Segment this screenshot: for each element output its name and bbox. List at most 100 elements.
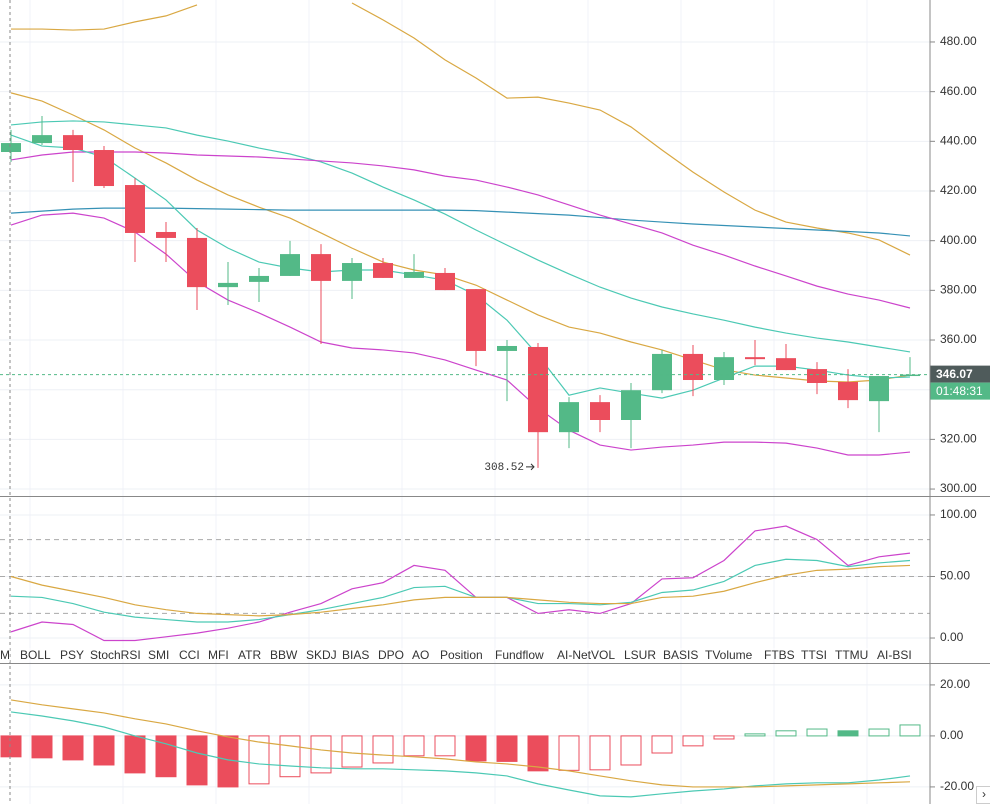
indicator-tab[interactable]: ATR: [238, 648, 262, 662]
indicator-tab[interactable]: FTBS: [764, 648, 795, 662]
indicator-tab[interactable]: LSUR: [624, 648, 657, 662]
candle-body: [559, 402, 579, 433]
candle-body: [311, 254, 331, 281]
histogram-bar: [434, 735, 456, 757]
histogram-bar: [465, 735, 487, 762]
histogram-bar: [0, 735, 22, 758]
line: [351, 2, 911, 256]
histogram-bar: [186, 735, 208, 786]
indicator-tab[interactable]: MFI: [208, 648, 229, 662]
candle-body: [342, 263, 362, 281]
candle-body: [404, 271, 424, 278]
indicator-tab[interactable]: SMI: [148, 648, 170, 662]
histogram-bar: [868, 728, 890, 737]
histogram-bar: [837, 730, 859, 737]
candle-body: [497, 345, 517, 351]
y-tick-label: 440.00: [940, 133, 977, 147]
line: [10, 151, 911, 309]
low-arrow: [526, 463, 535, 471]
line: [10, 207, 911, 237]
candle-body: [528, 346, 548, 433]
candle-body: [652, 353, 672, 391]
countdown: 01:48:31: [936, 384, 983, 398]
candle-body: [218, 282, 238, 288]
last-price-label: 346.07: [936, 367, 973, 381]
candle-body: [590, 402, 610, 420]
y-tick-label: 300.00: [940, 481, 977, 495]
histogram-bar: [62, 735, 84, 761]
indicator-tab[interactable]: StochRSI: [90, 648, 141, 662]
line: [10, 711, 911, 798]
histogram-bar: [372, 735, 394, 764]
candle-body: [869, 376, 889, 402]
line: [10, 558, 911, 623]
indicator-tab[interactable]: DPO: [378, 648, 405, 662]
histogram-bar: [713, 735, 735, 740]
line: [10, 120, 911, 353]
histogram-bar: [279, 735, 301, 778]
indicator-tab[interactable]: AO: [412, 648, 430, 662]
histogram-bar: [620, 735, 642, 766]
histogram-bar: [155, 735, 177, 778]
indicator-tab[interactable]: BBW: [270, 648, 298, 662]
candle-body: [63, 135, 83, 151]
indicator-tab[interactable]: BASIS: [663, 648, 699, 662]
y-tick-label: 400.00: [940, 233, 977, 247]
indicator-tab[interactable]: M: [0, 648, 10, 662]
candle-body: [745, 357, 765, 360]
indicator-tab[interactable]: PSY: [60, 648, 85, 662]
indicator-tab[interactable]: BOLL: [20, 648, 51, 662]
y-tick-label: 460.00: [940, 84, 977, 98]
candle-body: [373, 263, 393, 278]
candle-body: [776, 358, 796, 371]
histogram-bar: [558, 735, 580, 771]
histogram-bar: [341, 735, 363, 768]
indicator-tab[interactable]: AI-BSI: [877, 648, 912, 662]
candle-body: [466, 289, 486, 351]
candle-body: [714, 357, 734, 381]
candle-body: [1, 143, 21, 153]
histogram-bar: [124, 735, 146, 774]
y-tick-label: 20.00: [940, 677, 970, 691]
y-tick-label: 0.00: [940, 630, 964, 644]
histogram-bar: [310, 735, 332, 774]
y-tick-label: 480.00: [940, 34, 977, 48]
indicator-tab[interactable]: CCI: [179, 648, 200, 662]
indicator-tab[interactable]: BIAS: [342, 648, 370, 662]
candle-body: [621, 390, 641, 420]
indicator-tab[interactable]: SKDJ: [306, 648, 337, 662]
low-label: 308.52: [484, 462, 524, 474]
y-tick-label: -20.00: [940, 779, 974, 793]
countdown-box: [930, 382, 990, 400]
histogram-bar: [93, 735, 115, 766]
histogram-bar: [527, 735, 549, 772]
indicator-tab[interactable]: Fundflow: [495, 648, 544, 662]
y-tick-label: 50.00: [940, 569, 970, 583]
histogram-bar: [899, 724, 921, 737]
histogram-bar: [496, 735, 518, 762]
histogram-bar: [589, 735, 611, 771]
line: [10, 525, 911, 642]
histogram-bar: [217, 735, 239, 788]
y-tick-label: 360.00: [940, 332, 977, 346]
indicator-tab[interactable]: Position: [440, 648, 483, 662]
y-tick-label: 100.00: [940, 507, 977, 521]
candle-body: [187, 237, 207, 288]
candle-body: [249, 275, 269, 282]
scroll-button[interactable]: ›: [976, 786, 990, 804]
indicator-tab[interactable]: TTMU: [835, 648, 869, 662]
candle-body: [156, 231, 176, 238]
y-tick-label: 320.00: [940, 432, 977, 446]
line: [10, 92, 911, 383]
candle-body: [94, 150, 114, 187]
indicator-tab[interactable]: AI-NetVOL: [557, 648, 616, 662]
histogram-bar: [806, 728, 828, 737]
indicator-tab[interactable]: TTSI: [801, 648, 827, 662]
indicator-tab[interactable]: TVolume: [705, 648, 753, 662]
line: [10, 564, 911, 617]
line: [10, 134, 911, 399]
histogram-bar: [775, 730, 797, 737]
candle-body: [838, 381, 858, 401]
